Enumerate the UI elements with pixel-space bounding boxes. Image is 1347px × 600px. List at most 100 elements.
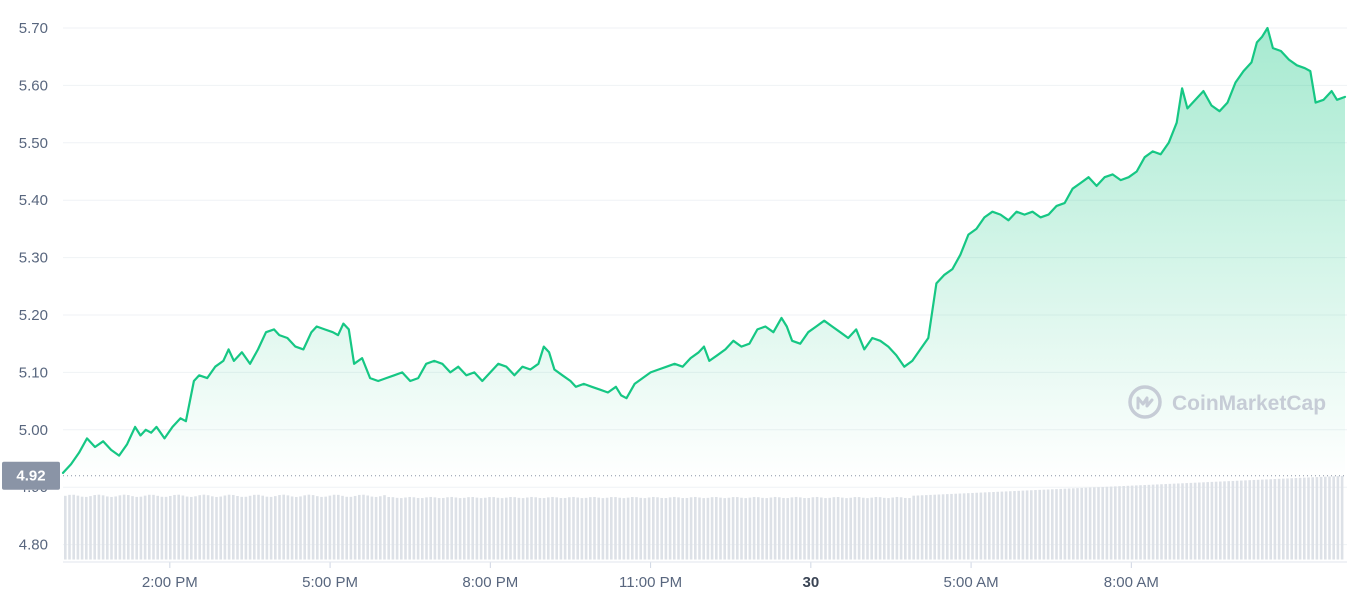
volume-bar [526,497,529,560]
volume-bar [181,495,185,560]
volume-bar [988,492,991,560]
volume-bar [1009,491,1012,560]
volume-bar [227,494,231,560]
volume-bar [954,493,957,560]
volume-bar [1168,483,1172,560]
volume-bar [1101,486,1104,560]
volume-bar [975,492,978,560]
volume-bar [404,497,407,560]
volume-bar [110,496,113,560]
volume-bar [1336,476,1340,560]
volume-bar [920,495,924,560]
volume-bar [1294,478,1298,560]
volume-bar [1021,490,1025,560]
price-line[interactable] [61,26,1347,474]
volume-bar [370,496,374,560]
volume-bar [1307,477,1310,560]
volume-bar [471,497,474,560]
volume-bar [282,494,285,560]
volume-bar [769,497,773,560]
volume-bar [223,495,227,560]
volume-bar [610,497,613,560]
volume-bar [1151,484,1155,560]
volume-bar [1038,489,1041,560]
watermark-text: CoinMarketCap [1172,392,1326,415]
volume-bar [727,497,731,560]
volume-bar [72,494,75,560]
volume-bar [412,497,416,560]
volume-bar [601,498,605,560]
x-axis: 2:00 PM 5:00 PM 8:00 PM 11:00 PM 30 5:00 AM 8:… [63,561,1347,591]
volume-bar [534,497,537,560]
volume-bar [1143,485,1146,560]
volume-bar [685,497,689,560]
volume-bar [979,492,983,560]
volume-bar [677,497,680,560]
volume-bar [878,497,882,560]
volume-bar [946,494,949,560]
volume-bar [85,496,88,560]
y-axis: 5.705.605.505.405.305.205.105.004.904.80 [19,20,48,554]
volume-bar [815,496,819,560]
volume-bar [122,494,126,560]
volume-bar [1177,483,1180,560]
volume-bar [458,498,462,560]
volume-bar [1193,482,1197,560]
volume-bar [937,494,941,560]
x-tick-label: 5:00 PM [302,574,358,591]
volume-bar [1185,483,1188,560]
volume-bar [1126,485,1130,560]
y-tick-label: 5.70 [19,20,48,37]
y-tick-label: 5.00 [19,422,48,439]
volume-bar [496,497,500,560]
volume-bar [253,494,256,560]
volume-bars [64,475,1344,560]
volume-bar [622,498,626,560]
volume-bar [866,498,869,560]
volume-bar [332,494,336,560]
watermark: CoinMarketCap [1128,385,1326,419]
volume-bar [836,497,840,560]
volume-bar [1227,481,1230,560]
volume-bar [1298,477,1302,560]
volume-bar [778,497,781,560]
open-price-label: 4.92 [16,468,45,485]
volume-bar [1025,490,1029,560]
volume-bar [698,497,701,560]
volume-bar [874,497,878,560]
volume-bar [1118,486,1121,560]
volume-bar [190,496,193,560]
volume-bar [387,497,390,560]
volume-bar [1080,487,1083,560]
volume-bar [358,494,361,560]
volume-bar [1093,487,1096,560]
volume-bar [185,496,189,560]
volume-bar [530,496,533,560]
volume-bar [446,497,449,560]
volume-bar [584,497,588,560]
volume-bar [135,496,138,560]
volume-bar [702,498,705,560]
volume-bar [916,495,920,560]
volume-bar [996,491,999,560]
volume-bar [925,495,928,560]
volume-bar [391,497,395,560]
volume-bar [1303,477,1306,560]
volume-bar [967,493,970,560]
volume-bar [589,497,592,560]
volume-bar [64,495,67,560]
volume-bar [626,497,630,560]
volume-bar [467,497,470,560]
volume-bar [442,497,445,560]
volume-bar [790,497,794,560]
volume-bar [899,497,903,560]
volume-bar [395,497,399,560]
volume-bar [1290,478,1293,560]
volume-bar [194,496,197,560]
volume-bar [1172,483,1176,560]
volume-bar [731,497,735,560]
volume-bar [551,496,554,560]
volume-bar [143,495,147,560]
volume-bar [290,496,294,560]
